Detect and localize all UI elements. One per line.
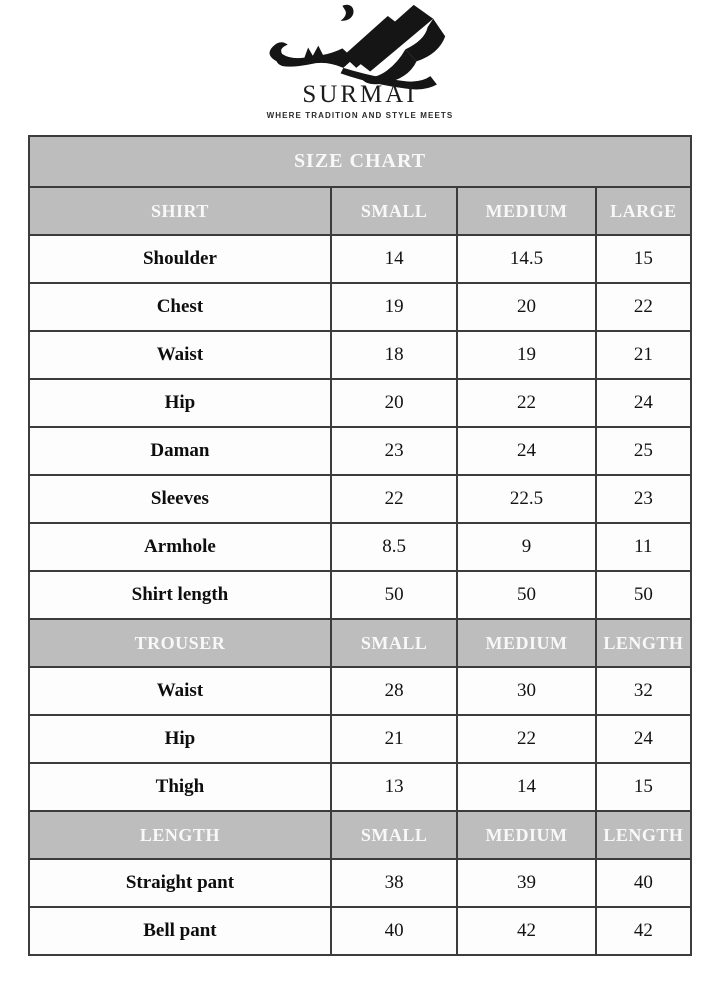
measurement-value: 42 [456,906,597,956]
measurement-value: 19 [329,282,459,332]
measurement-row: Waist 18 19 21 [28,330,693,380]
measurement-value: 21 [329,714,459,764]
measurement-row: Shirt length 50 50 50 [28,570,693,620]
section-name-header: LENGTH [28,810,332,860]
measurement-row: Sleeves 22 22.5 23 [28,474,693,524]
surmai-calligraphy-icon [269,4,446,90]
size-column-header: LENGTH [594,618,693,668]
size-column-header: LENGTH [594,810,693,860]
measurement-label: Bell pant [28,906,332,956]
measurement-label: Waist [28,666,332,716]
measurement-value: 38 [329,858,459,908]
measurement-label: Daman [28,426,332,476]
measurement-row: Waist 28 30 32 [28,666,693,716]
measurement-label: Chest [28,282,332,332]
section-name-header: SHIRT [28,186,332,236]
brand-tagline: WHERE TRADITION AND STYLE MEETS [266,111,454,121]
measurement-label: Armhole [28,522,332,572]
section-name-header: TROUSER [28,618,332,668]
measurement-value: 23 [329,426,459,476]
measurement-label: Hip [28,714,332,764]
measurement-row: Hip 21 22 24 [28,714,693,764]
measurement-value: 9 [456,522,597,572]
measurement-value: 25 [594,426,693,476]
measurement-row: Chest 19 20 22 [28,282,693,332]
measurement-value: 50 [329,570,459,620]
size-column-header: MEDIUM [456,618,597,668]
measurement-value: 18 [329,330,459,380]
measurement-label: Waist [28,330,332,380]
measurement-value: 22 [329,474,459,524]
measurement-value: 40 [594,858,693,908]
measurement-value: 22 [456,714,597,764]
measurement-value: 40 [329,906,459,956]
size-column-header: LARGE [594,186,693,236]
measurement-label: Shirt length [28,570,332,620]
measurement-row: Daman 23 24 25 [28,426,693,476]
measurement-label: Hip [28,378,332,428]
measurement-value: 19 [456,330,597,380]
size-column-header: SMALL [329,810,459,860]
measurement-row: Straight pant 38 39 40 [28,858,693,908]
size-column-header: MEDIUM [456,186,597,236]
measurement-value: 22.5 [456,474,597,524]
measurement-value: 13 [329,762,459,812]
section-header-row: LENGTH SMALL MEDIUM LENGTH [28,810,693,860]
measurement-value: 15 [594,234,693,284]
size-column-header: SMALL [329,618,459,668]
measurement-value: 50 [456,570,597,620]
measurement-value: 23 [594,474,693,524]
size-chart-title-row: SIZE CHART [28,135,692,188]
measurement-row: Bell pant 40 42 42 [28,906,693,956]
measurement-value: 22 [594,282,693,332]
measurement-label: Shoulder [28,234,332,284]
measurement-value: 42 [594,906,693,956]
brand-logo: SURMAI WHERE TRADITION AND STYLE MEETS [0,0,720,120]
measurement-row: Armhole 8.5 9 11 [28,522,693,572]
measurement-value: 24 [594,714,693,764]
size-column-header: MEDIUM [456,810,597,860]
measurement-value: 15 [594,762,693,812]
section-header-row: TROUSER SMALL MEDIUM LENGTH [28,618,693,668]
measurement-value: 21 [594,330,693,380]
size-chart-title: SIZE CHART [28,135,692,188]
measurement-row: Hip 20 22 24 [28,378,693,428]
brand-name: SURMAI [302,81,418,108]
measurement-value: 22 [456,378,597,428]
measurement-value: 32 [594,666,693,716]
measurement-value: 39 [456,858,597,908]
measurement-value: 20 [329,378,459,428]
measurement-label: Sleeves [28,474,332,524]
measurement-value: 8.5 [329,522,459,572]
measurement-value: 24 [594,378,693,428]
measurement-row: Shoulder 14 14.5 15 [28,234,693,284]
measurement-value: 11 [594,522,693,572]
measurement-value: 14 [329,234,459,284]
size-column-header: SMALL [329,186,459,236]
measurement-value: 20 [456,282,597,332]
section-header-row: SHIRT SMALL MEDIUM LARGE [28,186,693,236]
measurement-value: 14 [456,762,597,812]
measurement-label: Thigh [28,762,332,812]
measurement-value: 24 [456,426,597,476]
measurement-value: 30 [456,666,597,716]
measurement-value: 14.5 [456,234,597,284]
size-chart-table: SIZE CHART SHIRT SMALL MEDIUM LARGE Shoulder 1… [28,135,693,956]
measurement-value: 28 [329,666,459,716]
measurement-value: 50 [594,570,693,620]
measurement-label: Straight pant [28,858,332,908]
measurement-row: Thigh 13 14 15 [28,762,693,812]
